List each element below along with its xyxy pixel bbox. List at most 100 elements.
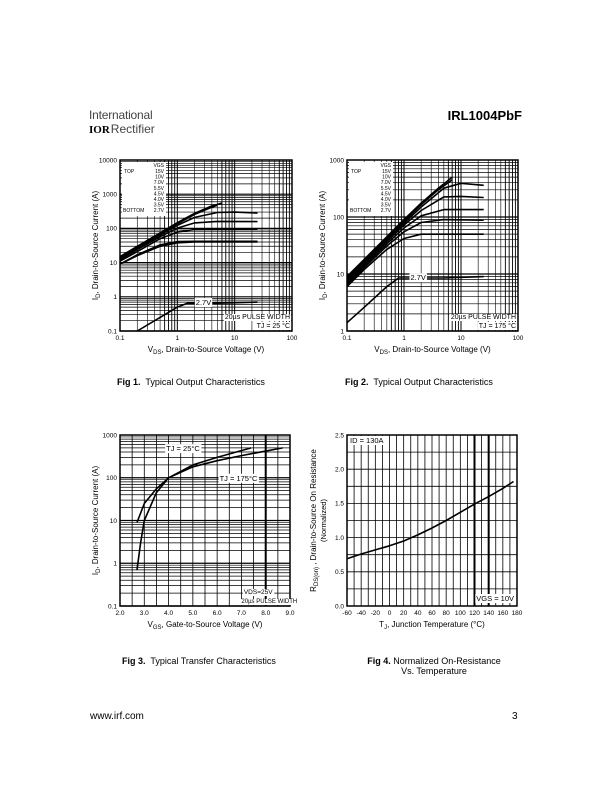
curve-label-2.7v-background xyxy=(409,273,427,283)
series-line-4.0V xyxy=(346,218,484,286)
y-tick-label: 10000 xyxy=(99,157,117,164)
x-tick-label: 160 xyxy=(497,610,508,617)
series-line-4.5V xyxy=(119,228,258,262)
legend-entry: 4.5V xyxy=(381,191,392,197)
y-tick-label: 1.0 xyxy=(335,535,344,542)
caption-text: Typical Transfer Characteristics xyxy=(150,656,276,666)
y-tick-label: 1000 xyxy=(103,192,118,199)
pulse-width-note-background xyxy=(223,314,291,321)
series-line-10V xyxy=(119,204,218,259)
series-line-TJ175C xyxy=(136,447,283,571)
x-tick-label: 0.1 xyxy=(342,335,351,342)
y-axis-label: ID, Drain-to-Source Current (A) xyxy=(318,191,329,301)
x-tick-label: 5.0 xyxy=(188,610,197,617)
y-axis-symbol: R xyxy=(309,586,318,592)
pulse-width-note-background xyxy=(240,599,299,605)
series-line-3.5V xyxy=(119,241,258,265)
chart-3: 2.0 3.0 4.0 5.0 6.0 7.0 8.0 9.0 0.1 1 10 100 1000 VGS… xyxy=(91,432,299,631)
company-logo-line2: IORRectifier xyxy=(89,122,155,136)
x-tick-label: 6.0 xyxy=(213,610,222,617)
x-tick-label: 100 xyxy=(455,610,466,617)
legend-top-label: TOP xyxy=(351,169,362,175)
y-tick-label: 1000 xyxy=(103,432,118,439)
y-axis-text: , Drain-to-Source Current (A) xyxy=(91,466,100,569)
series-line-10V xyxy=(346,179,453,279)
company-logo-line1: International xyxy=(89,108,153,122)
vds-note-background xyxy=(242,589,275,596)
logo-rectifier: Rectifier xyxy=(110,122,155,136)
y-tick-label: 100 xyxy=(106,475,117,482)
y-tick-label: 2.5 xyxy=(335,432,344,439)
caption-fig-number: Fig 4. xyxy=(367,656,391,666)
x-axis-symbol: V xyxy=(374,345,380,354)
vgs-note-background xyxy=(475,594,515,603)
x-tick-label: 40 xyxy=(414,610,422,617)
x-axis-text: , Junction Temperature (°C) xyxy=(387,620,485,629)
pulse-width-note: 20µs PULSE WIDTH xyxy=(241,599,297,605)
y-axis-symbol: I xyxy=(91,298,100,300)
y-axis-label: RDS(on) , Drain-to-Source On Resistance xyxy=(309,449,320,592)
curve-label-2.7v: 2.7V xyxy=(410,273,425,282)
x-tick-label: 100 xyxy=(513,335,524,342)
y-axis-text: , Drain-to-Source On Resistance xyxy=(309,449,318,567)
x-tick-label: 140 xyxy=(483,610,494,617)
vds-note: VDS=25V xyxy=(244,589,273,596)
series-line-5.5V xyxy=(119,220,258,261)
junction-temp-note: TJ = 25 °C xyxy=(257,322,290,330)
caption-fig4: Fig 4. Normalized On-Resistance Vs. Tempe… xyxy=(354,656,514,676)
caption-fig2: Fig 2. Typical Output Characteristics xyxy=(345,377,493,387)
x-tick-label: 8.0 xyxy=(261,610,270,617)
y-tick-label: 2.0 xyxy=(335,467,344,474)
x-tick-label: 0 xyxy=(388,610,392,617)
gridlines xyxy=(119,435,291,607)
y-tick-label: 1 xyxy=(113,294,117,301)
legend-entry: 3.5V xyxy=(154,203,165,209)
x-axis-subscript: DS xyxy=(153,350,161,356)
caption-fig3: Fig 3. Typical Transfer Characteristics xyxy=(122,656,276,666)
legend-entry: 5.5V xyxy=(381,186,392,192)
series-line xyxy=(346,480,514,560)
x-axis-subscript: J xyxy=(384,625,387,631)
y-axis-subscript: D xyxy=(96,568,102,573)
x-axis-symbol: T xyxy=(379,620,384,629)
legend-entry: 7.0V xyxy=(381,180,392,186)
series-line-15V xyxy=(346,176,453,278)
legend-entry: 5.5V xyxy=(154,186,165,192)
y-axis-symbol: I xyxy=(91,573,100,575)
legend-entry: 15V xyxy=(155,169,165,175)
x-tick-label: 100 xyxy=(287,335,298,342)
series-line-7.0V xyxy=(346,182,484,281)
series-line-TJ25C xyxy=(136,447,252,523)
y-tick-label: 0.1 xyxy=(108,328,117,335)
junction-temp-note: TJ = 175 °C xyxy=(479,322,516,330)
curve-label-tj-25-background xyxy=(165,444,202,454)
x-axis-label: TJ, Junction Temperature (°C) xyxy=(379,620,485,631)
x-tick-label: 9.0 xyxy=(285,610,294,617)
plot-frame xyxy=(119,159,293,332)
y-tick-label: 0.0 xyxy=(335,603,344,610)
legend-entry: 15V xyxy=(382,169,392,175)
x-tick-label: 60 xyxy=(428,610,436,617)
x-tick-label: 0.1 xyxy=(115,335,124,342)
series-line-7.0V xyxy=(119,211,258,260)
curve-label-2.7v: 2.7V xyxy=(196,298,211,307)
x-tick-label: -40 xyxy=(356,610,366,617)
footer-url[interactable]: www.irf.com xyxy=(90,711,144,722)
y-axis-label-line2: (Normalized) xyxy=(319,499,328,542)
y-axis-label: ID, Drain-to-Source Current (A) xyxy=(91,191,102,301)
series-line-5.5V xyxy=(346,195,484,282)
legend-entry: 4.0V xyxy=(154,197,165,203)
legend-top-label: TOP xyxy=(124,169,135,175)
x-axis-label: VDS, Drain-to-Source Voltage (V) xyxy=(148,345,265,356)
x-axis-text: , Drain-to-Source Voltage (V) xyxy=(388,345,491,354)
y-tick-label: 1000 xyxy=(330,157,345,164)
y-axis-subscript: D xyxy=(96,293,102,298)
x-axis-subscript: DS xyxy=(380,350,388,356)
y-tick-label: 0.5 xyxy=(335,569,344,576)
curve-label-tj-175-background xyxy=(218,473,259,483)
y-tick-label: 10 xyxy=(110,260,118,267)
legend-header: VGS xyxy=(380,163,391,169)
legend-entry: 3.5V xyxy=(381,203,392,209)
legend-entry: 2.7V xyxy=(154,208,165,214)
x-axis-text: , Drain-to-Source Voltage (V) xyxy=(161,345,264,354)
